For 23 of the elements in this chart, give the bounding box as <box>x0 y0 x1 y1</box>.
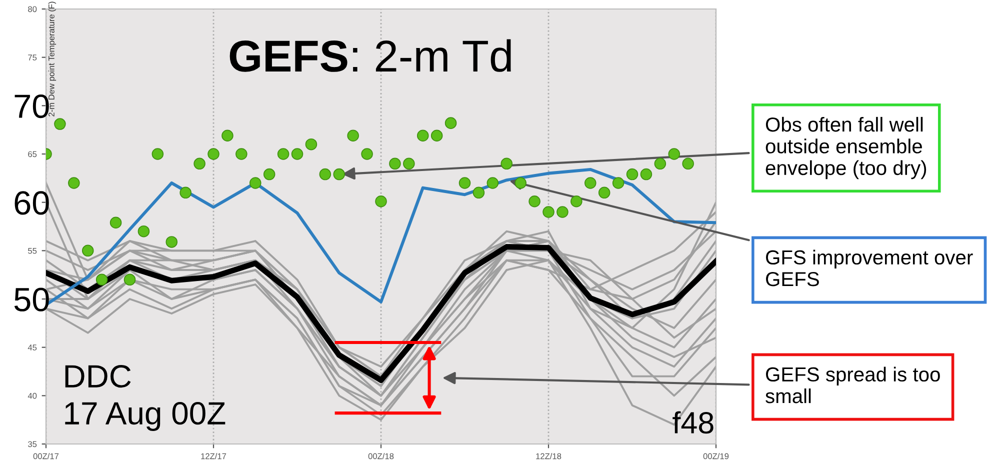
y-tick-label: 55 <box>28 248 37 254</box>
x-tick-label: 00Z/17 <box>33 453 59 460</box>
y-axis-title: 2-m Dew point Temperature (F) <box>48 2 56 116</box>
text: GEFS spread is too small <box>766 366 940 404</box>
x-tick-label: 12Z/18 <box>536 453 562 460</box>
y-tick-label: 45 <box>28 344 37 350</box>
x-tick-label: 12Z/17 <box>201 453 226 460</box>
y-tick-label: 80 <box>28 6 37 12</box>
y2-tick-label: 70 <box>14 94 49 118</box>
y-tick-label: 40 <box>28 392 37 399</box>
x-tick-label: 00Z/19 <box>703 453 729 460</box>
y-tick-label: 65 <box>28 151 37 158</box>
y2-tick-label: 60 <box>14 191 49 215</box>
y-tick-label: 75 <box>28 54 37 60</box>
annotation: GFS improvement over GEFS <box>766 250 973 286</box>
x-tick-label: 00Z/18 <box>368 453 394 460</box>
y2-tick-label: 50 <box>14 288 49 312</box>
annotation: DDC <box>65 365 131 388</box>
annotation: f48 <box>672 411 714 434</box>
text: GEFS: 2-m Td <box>230 39 511 72</box>
annotation: 17 Aug 00Z <box>65 402 226 431</box>
y-tick-label: 35 <box>28 441 37 448</box>
annotation: Obs often fall well outside ensemble envelope (too dry) <box>766 116 926 180</box>
